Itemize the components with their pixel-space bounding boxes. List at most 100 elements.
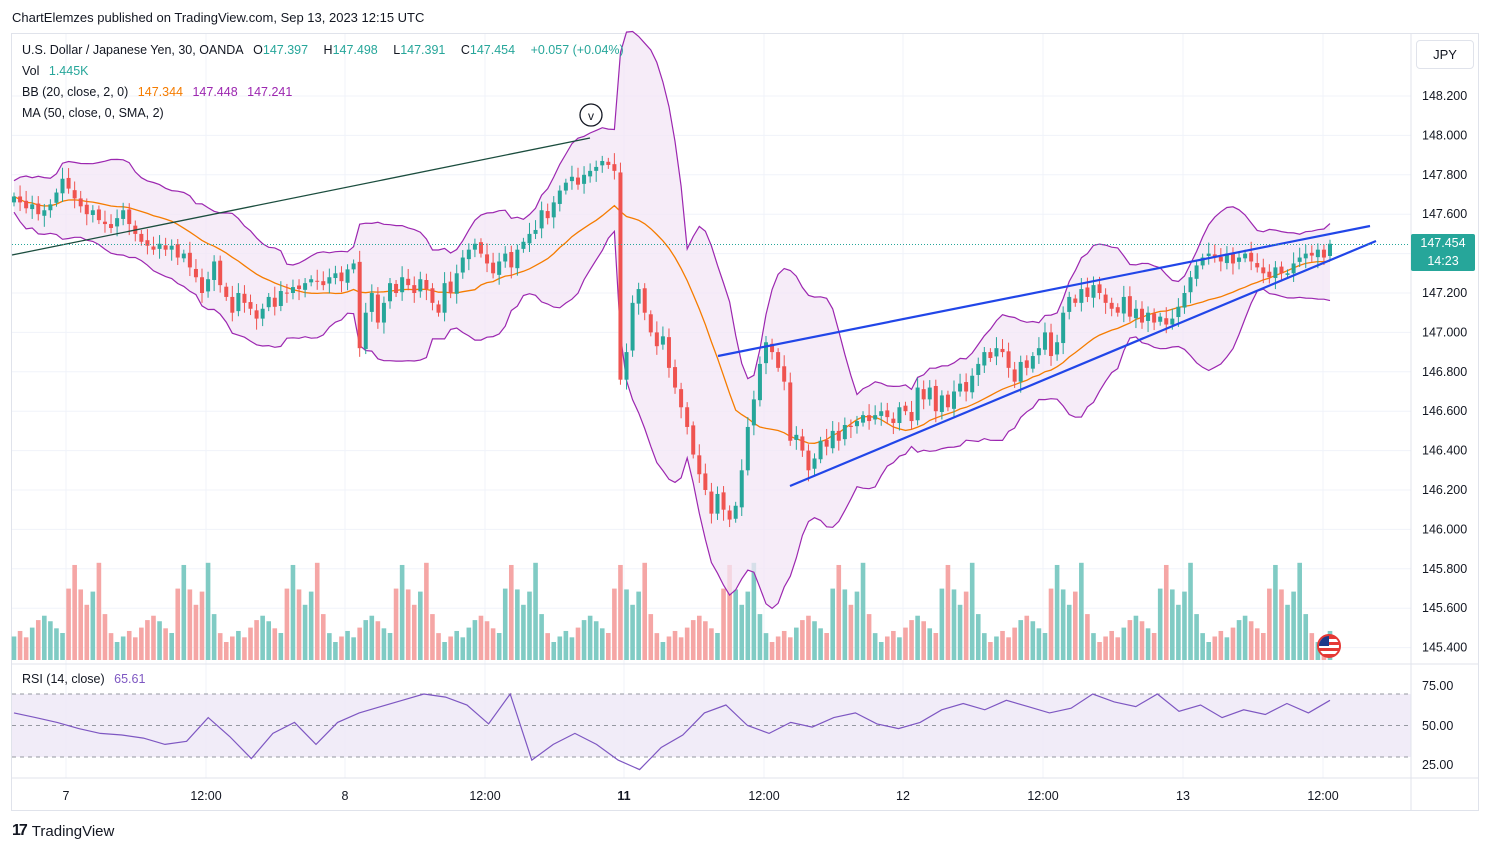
candle-body bbox=[679, 389, 683, 407]
time-tick-label: 7 bbox=[63, 789, 70, 803]
candle-body bbox=[546, 211, 550, 218]
candle-body bbox=[600, 161, 604, 165]
price-tick-label: 145.400 bbox=[1422, 641, 1467, 655]
volume-bar bbox=[91, 592, 96, 660]
volume-bar bbox=[127, 631, 132, 660]
volume-bar bbox=[1243, 616, 1248, 660]
candle-body bbox=[843, 425, 847, 439]
candle-body bbox=[151, 247, 155, 250]
rsi-tick-label: 50.00 bbox=[1422, 719, 1453, 733]
volume-bar bbox=[739, 605, 744, 660]
ma-label[interactable]: MA (50, close, 0, SMA, 2) bbox=[22, 106, 164, 120]
volume-bar bbox=[558, 636, 563, 660]
candle-body bbox=[861, 415, 865, 422]
volume-bar bbox=[600, 628, 605, 660]
volume-bars bbox=[12, 563, 1333, 660]
candle-body bbox=[582, 175, 586, 184]
candle-body bbox=[752, 399, 756, 425]
us-flag-event-icon[interactable] bbox=[1317, 634, 1341, 658]
volume-bar bbox=[1212, 636, 1217, 660]
price-tick-label: 147.800 bbox=[1422, 168, 1467, 182]
volume-bar bbox=[582, 620, 587, 660]
candle-body bbox=[891, 419, 895, 423]
volume-bar bbox=[430, 614, 435, 660]
time-tick-label: 12:00 bbox=[748, 789, 779, 803]
volume-bar bbox=[667, 636, 672, 660]
vol-label[interactable]: Vol bbox=[22, 64, 39, 78]
candle-body bbox=[127, 209, 131, 224]
candle-body bbox=[1061, 313, 1065, 343]
candle-body bbox=[819, 441, 823, 460]
candle-body bbox=[1279, 267, 1283, 274]
volume-bar bbox=[1134, 616, 1139, 660]
candle-body bbox=[855, 421, 859, 426]
candle-body bbox=[449, 282, 453, 293]
time-tick-label: 12:00 bbox=[190, 789, 221, 803]
tradingview-logo[interactable]: 17 TradingView bbox=[12, 822, 114, 840]
candle-body bbox=[255, 310, 259, 318]
volume-bar bbox=[103, 614, 108, 660]
high-label: H bbox=[324, 43, 333, 57]
rsi-label[interactable]: RSI (14, close) bbox=[22, 672, 105, 686]
volume-bar bbox=[521, 605, 526, 660]
volume-bar bbox=[515, 589, 520, 660]
candle-body bbox=[509, 252, 513, 267]
price-tick-label: 146.200 bbox=[1422, 483, 1467, 497]
chart-canvas[interactable]: v 148.200148.000147.800147.600147.400147… bbox=[0, 0, 1492, 853]
volume-bar bbox=[279, 633, 284, 660]
price-axis-labels: 148.200148.000147.800147.600147.400147.2… bbox=[1422, 89, 1467, 655]
volume-bar bbox=[818, 628, 823, 660]
candle-body bbox=[73, 190, 77, 198]
volume-bar bbox=[333, 642, 338, 660]
candle-body bbox=[42, 210, 46, 216]
candle-body bbox=[1286, 273, 1290, 275]
candle-body bbox=[1195, 265, 1199, 278]
volume-bar bbox=[697, 616, 702, 660]
volume-bar bbox=[1182, 592, 1187, 660]
candle-body bbox=[346, 269, 350, 282]
currency-button[interactable]: JPY bbox=[1416, 40, 1474, 69]
candle-body bbox=[667, 337, 671, 368]
candle-body bbox=[279, 291, 283, 306]
volume-bar bbox=[212, 614, 217, 660]
volume-bar bbox=[958, 605, 963, 660]
bar-countdown: 14:23 bbox=[1411, 252, 1475, 270]
candle-body bbox=[1152, 313, 1156, 322]
volume-bar bbox=[339, 636, 344, 660]
candle-body bbox=[588, 171, 592, 177]
legend-rsi: RSI (14, close) 65.61 bbox=[22, 672, 151, 686]
volume-bar bbox=[733, 589, 738, 660]
candle-body bbox=[527, 234, 531, 243]
candle-body bbox=[97, 209, 101, 220]
volume-bar bbox=[24, 637, 29, 660]
candle-body bbox=[36, 204, 40, 215]
candle-body bbox=[976, 364, 980, 375]
candle-body bbox=[940, 395, 944, 412]
volume-bar bbox=[157, 621, 162, 660]
candle-body bbox=[1316, 250, 1320, 257]
volume-bar bbox=[345, 631, 350, 660]
candle-body bbox=[994, 348, 998, 356]
candle-body bbox=[1273, 267, 1277, 278]
volume-bar bbox=[400, 565, 405, 660]
volume-bar bbox=[1231, 628, 1236, 660]
volume-bar bbox=[1006, 637, 1011, 660]
candle-body bbox=[612, 164, 616, 171]
candle-body bbox=[430, 288, 434, 303]
volume-bar bbox=[1067, 605, 1072, 660]
candle-body bbox=[115, 218, 119, 226]
rsi-tick-label: 75.00 bbox=[1422, 679, 1453, 693]
candle-body bbox=[388, 283, 392, 301]
candle-body bbox=[873, 415, 877, 419]
volume-bar bbox=[588, 616, 593, 660]
volume-bar bbox=[1097, 642, 1102, 660]
candle-body bbox=[1098, 284, 1102, 293]
candle bbox=[788, 373, 792, 446]
symbol-label[interactable]: U.S. Dollar / Japanese Yen, 30, OANDA bbox=[22, 43, 244, 57]
candle-body bbox=[903, 406, 907, 412]
volume-bar bbox=[1303, 614, 1308, 660]
price-tick-label: 146.600 bbox=[1422, 404, 1467, 418]
candle-body bbox=[188, 253, 192, 268]
volume-bar bbox=[812, 621, 817, 660]
bb-label[interactable]: BB (20, close, 2, 0) bbox=[22, 85, 128, 99]
